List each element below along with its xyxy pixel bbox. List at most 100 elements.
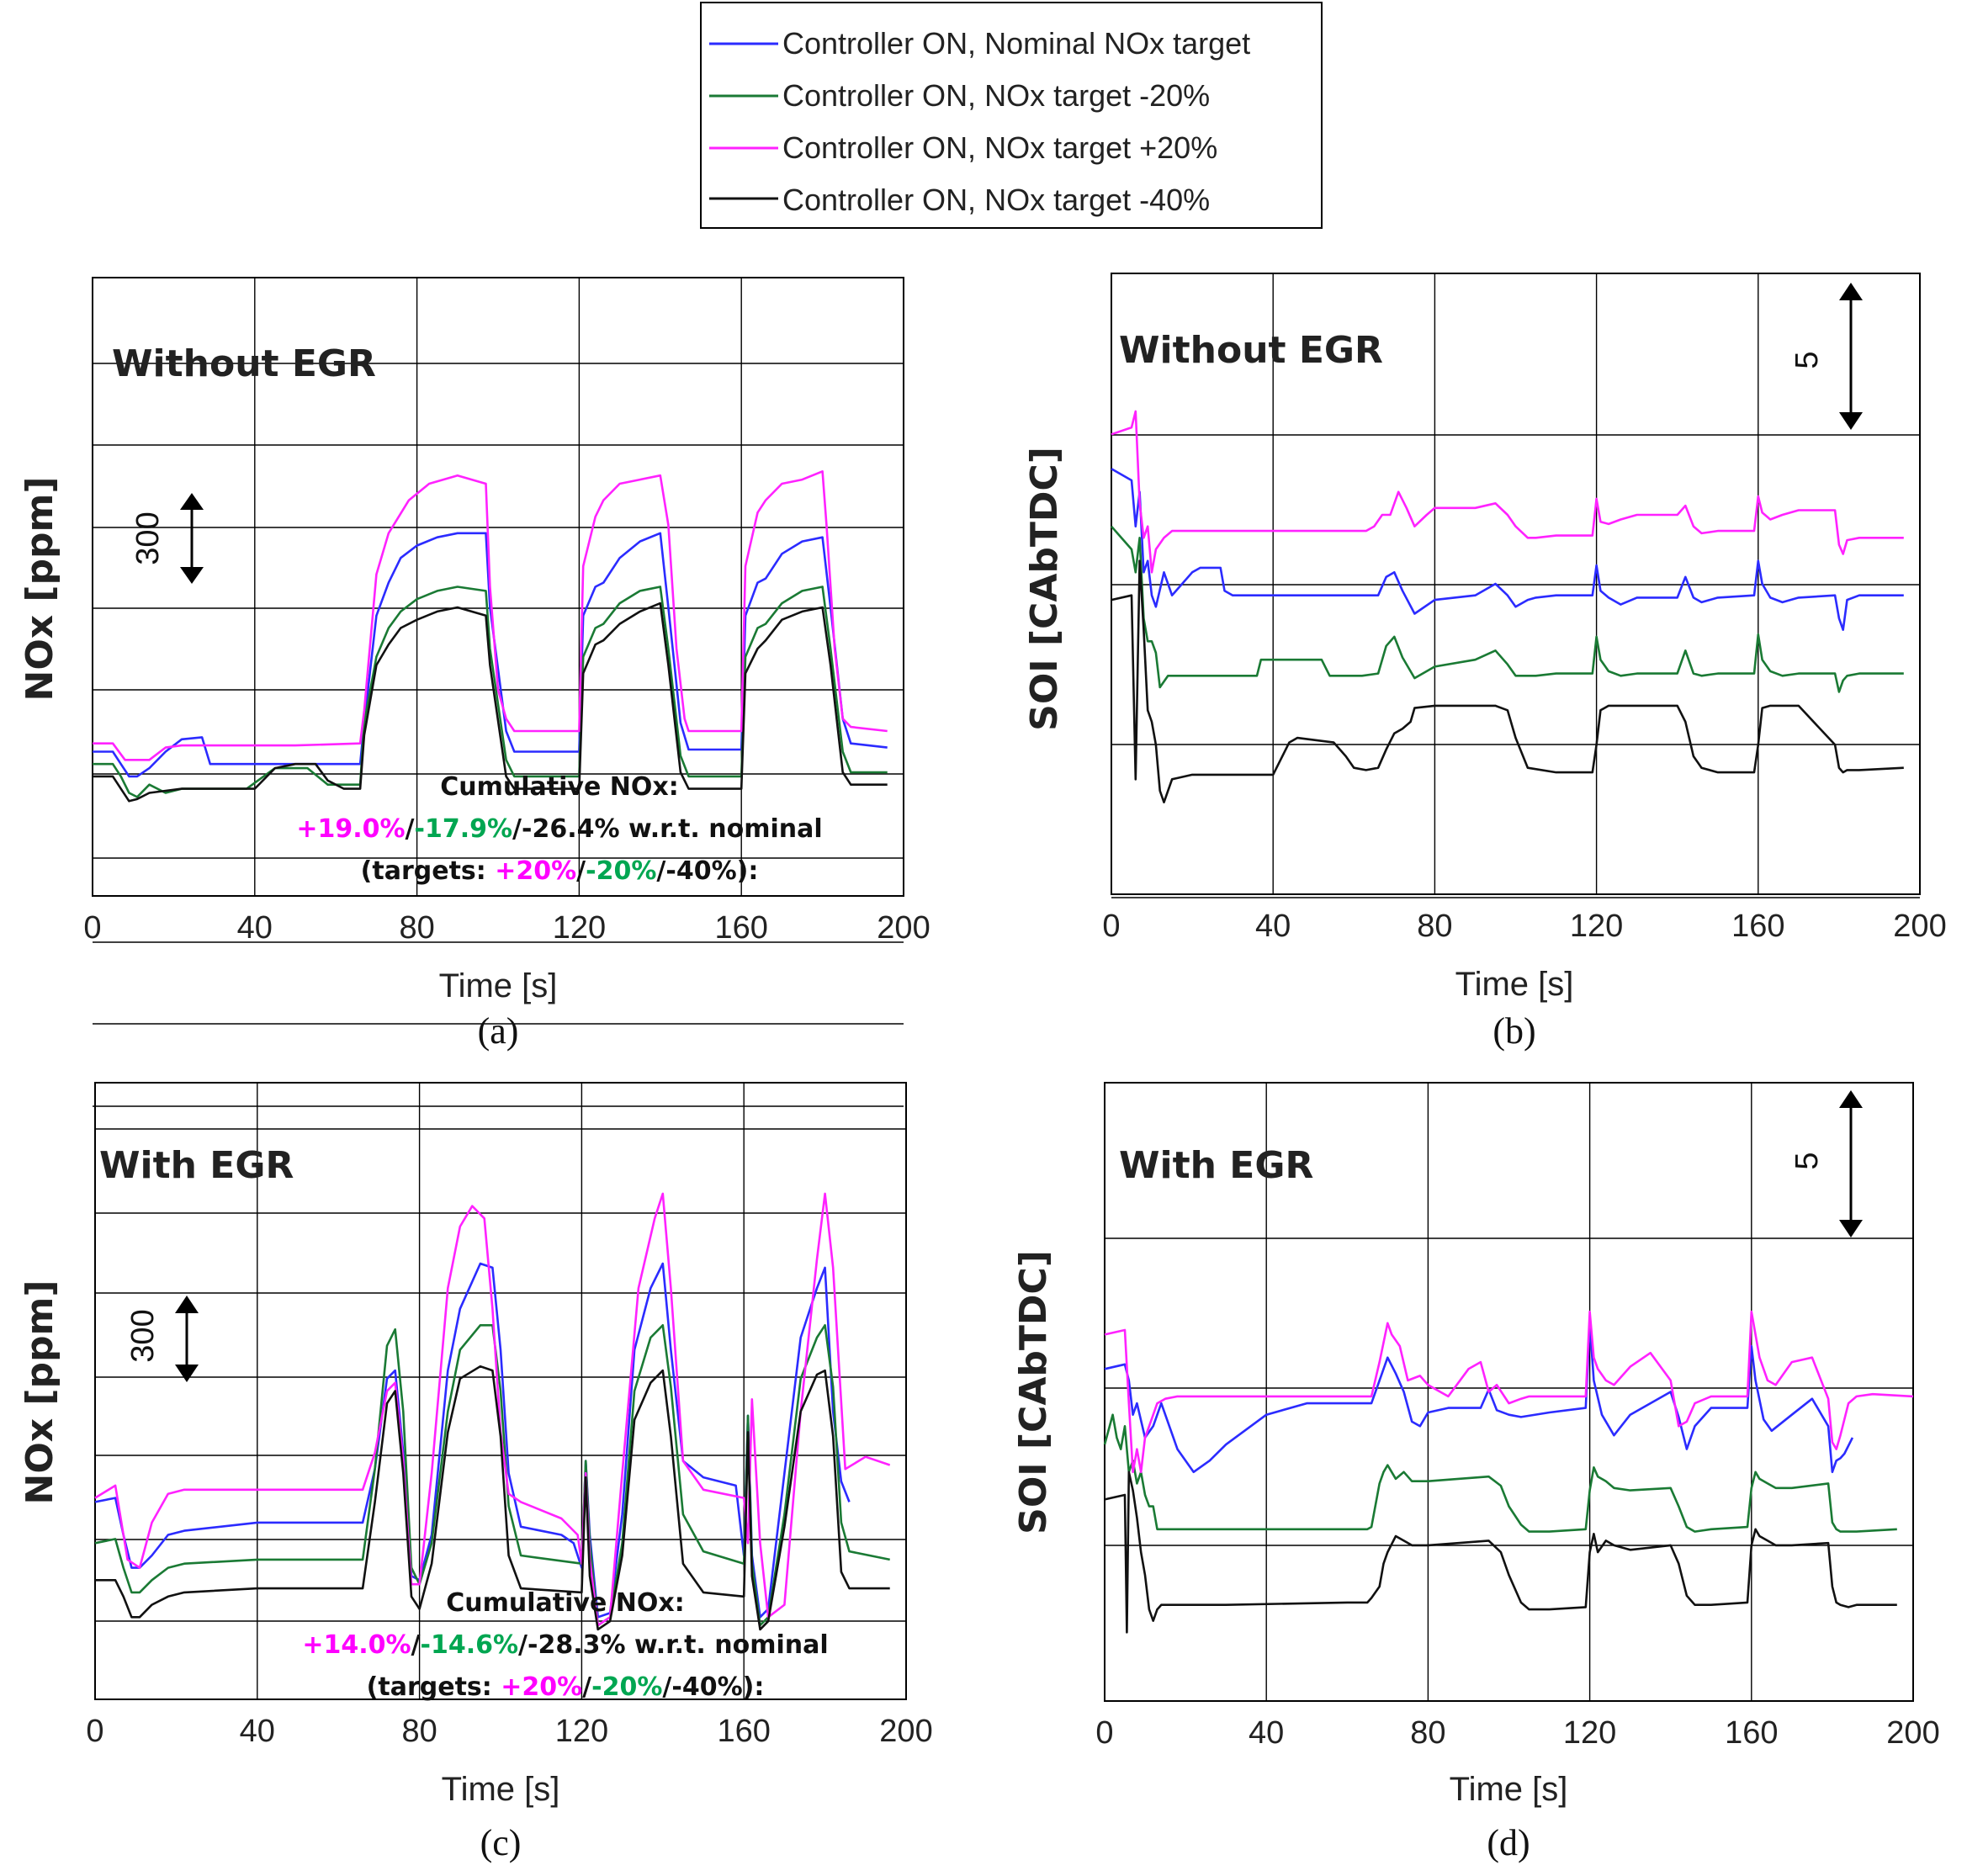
caption-d: (d) [1487,1822,1530,1863]
panel-title-b: Without EGR [1119,329,1383,372]
scale-bar-arrow-down-a [180,567,204,584]
series-line-b-plus20 [1111,410,1904,574]
caption-c: (c) [480,1822,522,1863]
xlabel-a: Time [s] [439,967,558,1004]
annotation-rest-c: /-28.3% w.r.t. nominal [518,1630,829,1660]
xtick-b-5: 200 [1893,909,1946,944]
series-line-b-minus20 [1111,525,1904,693]
annotation-c: Cumulative NOx: +14.0%/-14.6%/-28.3% w.r… [302,1588,828,1702]
xtick-b-1: 40 [1255,909,1291,944]
xtick-c-3: 120 [555,1714,608,1749]
series-d [1103,1310,1914,1634]
scale-bar-label-b: 5 [1789,351,1825,368]
legend-label-nominal: Controller ON, Nominal NOx target [782,26,1250,61]
scale-bar-arrow-up-b [1839,283,1863,300]
legend-label-plus20: Controller ON, NOx target +20% [782,130,1217,165]
panel-b: 0 40 80 120 160 200 Without EGR Time [s] SOI … [1023,273,1947,1052]
xlabel-d: Time [s] [1450,1771,1568,1808]
plot-area-c [94,1082,907,1700]
xtick-c-0: 0 [86,1714,103,1749]
plot-area-d [1104,1082,1914,1702]
scale-bar-arrow-up-a [180,493,204,510]
annotation-target-plus-c: +20% [501,1672,582,1702]
caption-b: (b) [1492,1010,1535,1052]
annotation-minus20-c: -14.6% [421,1630,519,1660]
xtick-c-2: 80 [401,1714,437,1749]
annotation-target-sep-a: / [576,856,586,886]
panel-c: 0 40 80 120 160 200 With EGR Time [s] NOx [pp… [19,1082,933,1863]
scale-bar-c: 300 [125,1296,199,1382]
panel-title-a: Without EGR [112,342,376,385]
scale-bar-b: 5 [1789,283,1863,430]
ylabel-d: SOI [CAbTDC] [1012,1250,1055,1534]
series-line-a-minus20 [93,586,888,798]
series-line-a-minus40 [93,601,888,803]
xtick-d-1: 40 [1249,1715,1284,1751]
xtick-b-0: 0 [1102,909,1120,944]
grid-d [1105,1083,1913,1701]
annotation-rest-a: /-26.4% w.r.t. nominal [512,814,823,844]
series-line-b-minus40 [1111,559,1904,804]
legend: Controller ON, Nominal NOx target Contro… [700,2,1323,229]
xtick-d-3: 120 [1563,1715,1616,1751]
series-line-d-nominal [1104,1322,1854,1474]
panel-a: 0 40 80 120 160 200 Without EGR Time [s] NOx … [19,277,930,1107]
xtick-b-4: 160 [1731,909,1784,944]
xlabel-c: Time [s] [442,1771,560,1808]
legend-label-minus40: Controller ON, NOx target -40% [782,183,1210,217]
xtick-b-3: 120 [1570,909,1623,944]
annotation-target-rest-a: /-40%): [656,856,758,886]
scale-bar-a: 300 [130,493,204,584]
plot-area-b [1111,273,1921,895]
series-line-c-plus20 [94,1192,891,1627]
series-line-a-plus20 [93,469,888,761]
scale-bar-d: 5 [1789,1090,1863,1237]
annotation-a: Cumulative NOx: +19.0%/-17.9%/-26.4% w.r… [296,772,822,886]
xlabel-b: Time [s] [1455,966,1574,1003]
xtick-a-3: 120 [553,910,606,946]
caption-a: (a) [478,1010,519,1052]
annotation-sep-c: / [411,1630,421,1660]
xtick-c-4: 160 [717,1714,770,1749]
legend-label-minus20: Controller ON, NOx target -20% [782,78,1210,113]
xticks-b: 0 40 80 120 160 200 [1102,909,1946,944]
scale-bar-arrow-up-d [1839,1090,1863,1108]
series-line-d-minus40 [1104,1471,1897,1634]
xticks-c: 0 40 80 120 160 200 [86,1714,932,1749]
annotation-target-rest-c: /-40%): [662,1672,764,1702]
xtick-d-5: 200 [1886,1715,1939,1751]
scale-bar-label-a: 300 [130,511,166,564]
annotation-minus20-a: -17.9% [415,814,513,844]
annotation-target-sep-c: / [582,1672,591,1702]
series-b [1111,410,1904,804]
grid-a [93,278,904,1107]
legend-box [700,2,1323,229]
xtick-d-4: 160 [1725,1715,1778,1751]
annotation-plus-a: +19.0% [296,814,405,844]
scale-bar-arrow-up-c [175,1296,199,1313]
annotation-open-c: (targets: [367,1672,501,1702]
annotation-line2-c: +14.0%/-14.6%/-28.3% w.r.t. nominal [302,1630,828,1660]
series-line-d-plus20 [1104,1310,1914,1474]
xtick-a-0: 0 [83,910,101,946]
scale-bar-label-c: 300 [125,1309,161,1362]
ylabel-c: NOx [ppm] [19,1280,61,1505]
xtick-a-1: 40 [237,910,273,946]
xtick-a-2: 80 [399,910,434,946]
annotation-target-plus-a: +20% [495,856,576,886]
series-line-b-nominal [1111,468,1904,632]
xticks-d: 0 40 80 120 160 200 [1095,1715,1939,1751]
scale-bar-arrow-down-b [1839,412,1863,430]
annotation-target-minus20-a: -20% [586,856,656,886]
xtick-a-4: 160 [714,910,767,946]
annotation-line1-c: Cumulative NOx: [446,1588,684,1618]
panel-title-c: With EGR [99,1144,294,1187]
xtick-d-2: 80 [1410,1715,1445,1751]
ylabel-b: SOI [CAbTDC] [1023,447,1066,731]
grid-c [95,1083,906,1699]
ylabel-a: NOx [ppm] [19,477,61,702]
scale-bar-label-d: 5 [1789,1152,1825,1169]
xticks-a: 0 40 80 120 160 200 [83,910,930,946]
series-a [93,469,888,803]
